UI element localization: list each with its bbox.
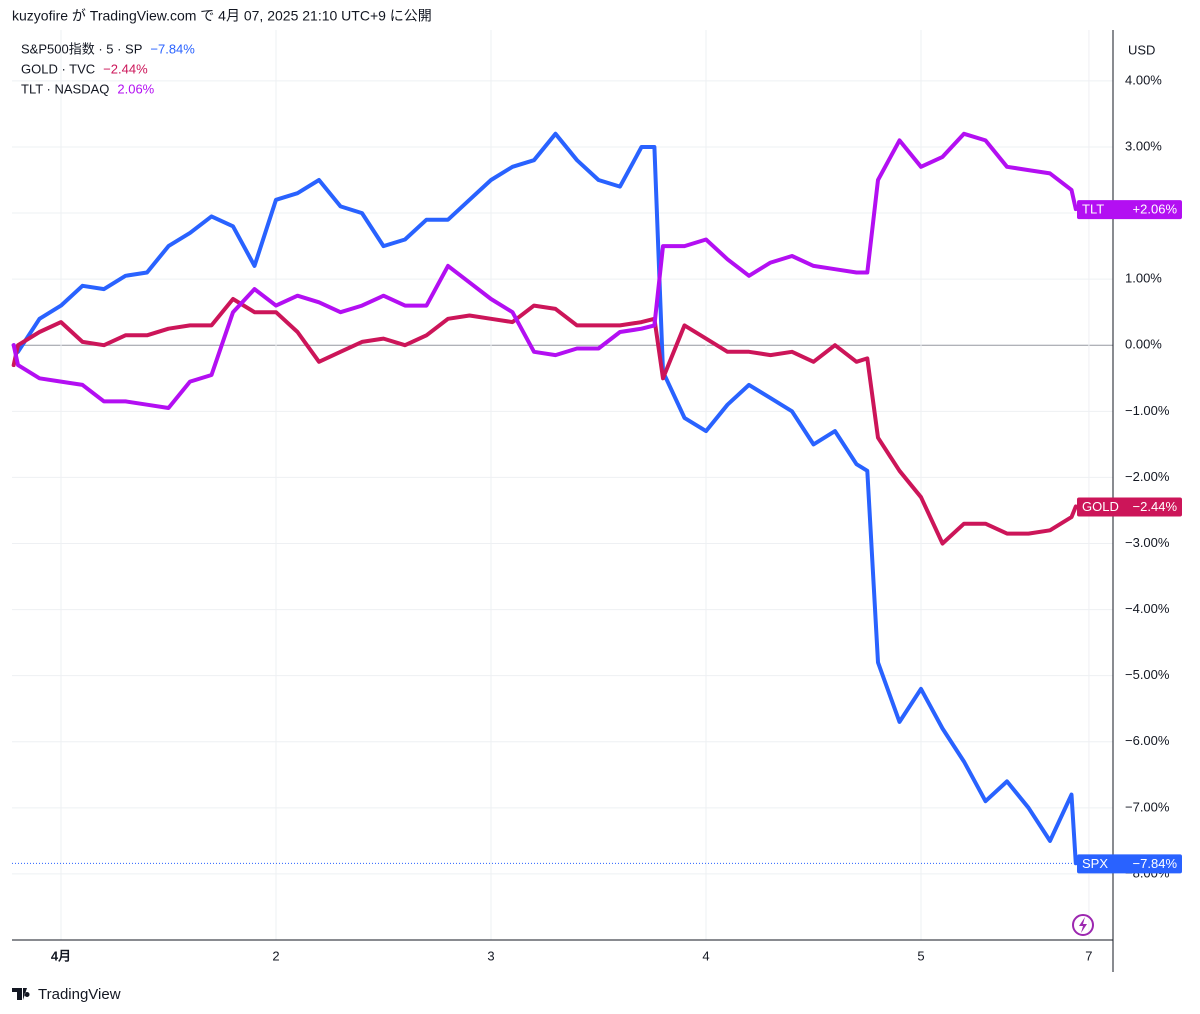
x-tick-label: 5 <box>917 948 924 963</box>
legend-name: GOLD · TVC <box>21 61 95 76</box>
y-tick-label: 4.00% <box>1125 72 1162 87</box>
price-tags: SPX −7.84% GOLD −2.44% TLT +2.06% <box>1077 200 1182 874</box>
series-line <box>11 131 1078 410</box>
header: kuzyofire が TradingView.com で 4月 07, 202… <box>12 8 432 24</box>
ticks: 4.00%3.00%2.00%1.00%0.00%−1.00%−2.00%−3.… <box>51 72 1170 963</box>
price-tag-name: SPX <box>1082 856 1108 871</box>
price-tag-value: −7.84% <box>1133 856 1178 871</box>
series-line <box>11 131 1078 866</box>
replay-icon[interactable] <box>1072 914 1094 936</box>
x-tick-label: 2 <box>272 948 279 963</box>
x-tick-label: 3 <box>487 948 494 963</box>
price-tag-value: +2.06% <box>1133 202 1178 217</box>
y-tick-label: −5.00% <box>1125 667 1170 682</box>
legend-value: −7.84% <box>150 41 195 56</box>
footer-logo: TradingView <box>12 986 121 1003</box>
y-tick-label: 0.00% <box>1125 337 1162 352</box>
footer: TradingView <box>38 986 121 1003</box>
price-tag <box>1077 497 1182 517</box>
price-tag-value: −2.44% <box>1133 499 1178 514</box>
legend-value: −2.44% <box>103 61 148 76</box>
legend-name: TLT · NASDAQ <box>21 81 109 96</box>
y-tick-label: −1.00% <box>1125 403 1170 418</box>
grid <box>12 30 1113 940</box>
legend: S&P500指数 · 5 · SP −7.84% GOLD · TVC −2.44% T… <box>21 41 195 96</box>
lines <box>11 131 1078 866</box>
price-tag-name: TLT <box>1082 202 1104 217</box>
legend-value: 2.06% <box>117 81 154 96</box>
y-tick-label: −2.00% <box>1125 469 1170 484</box>
price-tag <box>1077 854 1182 874</box>
price-tag-name: GOLD <box>1082 499 1119 514</box>
y-tick-label: −3.00% <box>1125 535 1170 550</box>
y-tick-label: −7.00% <box>1125 799 1170 814</box>
y-tick-label: −4.00% <box>1125 601 1170 616</box>
x-tick-label: 7 <box>1085 948 1092 963</box>
price-tag <box>1077 200 1182 220</box>
axis-unit: USD <box>1128 42 1155 57</box>
x-tick-label: 4月 <box>51 948 71 963</box>
y-tick-label: 1.00% <box>1125 271 1162 286</box>
x-tick-label: 4 <box>702 948 709 963</box>
series-line <box>11 297 1078 546</box>
legend-name: S&P500指数 · 5 · SP <box>21 41 142 56</box>
y-tick-label: −6.00% <box>1125 733 1170 748</box>
y-tick-label: 3.00% <box>1125 138 1162 153</box>
